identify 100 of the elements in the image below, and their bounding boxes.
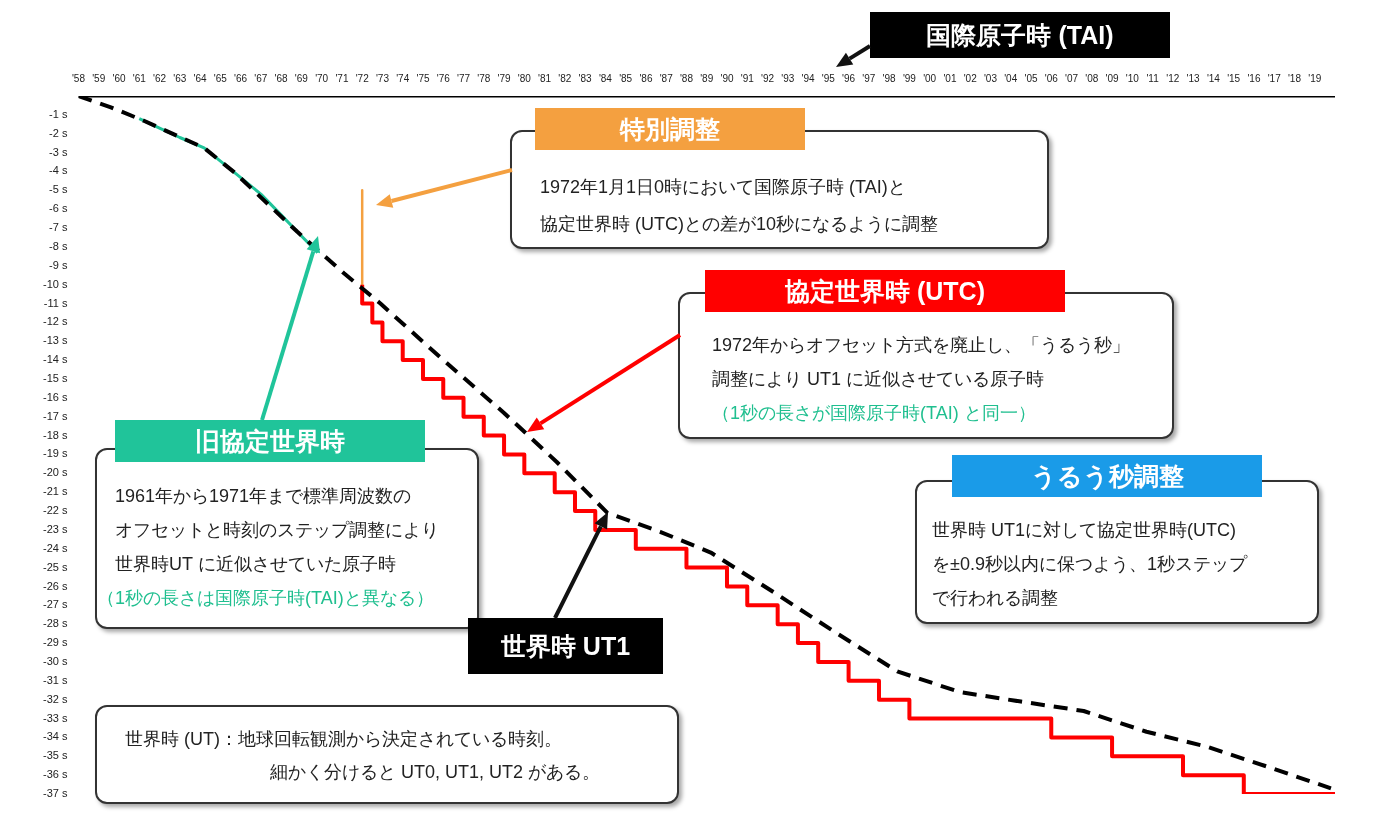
annotation: 世界時 (UT)：地球回転観測から決定されている時刻。 [125, 728, 562, 751]
x-tick-label: '06 [1044, 72, 1059, 84]
y-tick-label: -12 s [42, 315, 68, 328]
x-tick-label: '72 [355, 72, 370, 84]
y-tick-label: -23 s [42, 522, 68, 535]
y-tick-label: -18 s [42, 428, 68, 441]
annotation: 調整により UT1 に近似させている原子時 [712, 368, 1045, 391]
y-tick-label: -10 s [42, 277, 68, 290]
x-tick-label: '90 [720, 72, 734, 84]
x-tick-label: '15 [1227, 72, 1241, 84]
y-tick-label: -15 s [42, 372, 68, 384]
x-tick-label: '00 [923, 72, 937, 84]
y-tick-label: -16 s [42, 390, 68, 403]
x-tick-label: '07 [1065, 72, 1079, 84]
annotation: （1秒の長さは国際原子時(TAI)と異なる） [97, 587, 434, 610]
x-tick-label: '93 [781, 72, 795, 84]
y-tick-label: -3 s [49, 145, 68, 158]
y-tick-label: -7 s [49, 221, 68, 234]
x-tick-label: '02 [963, 72, 978, 84]
y-tick-label: -1 s [49, 107, 68, 120]
y-tick-label: -34 s [42, 730, 68, 743]
x-tick-label: '17 [1267, 72, 1282, 84]
y-tick-label: -35 s [42, 749, 68, 762]
y-tick-label: -4 s [49, 164, 68, 177]
x-tick-label: '66 [234, 72, 248, 84]
x-tick-label: '75 [416, 72, 430, 84]
annotation: 世界時 UT1に対して協定世界時(UTC) [932, 519, 1236, 542]
x-tick-label: '95 [821, 72, 836, 84]
annotation: で行われる調整 [932, 587, 1058, 610]
y-tick-label: -24 s [42, 541, 68, 554]
x-tick-label: '09 [1105, 72, 1120, 84]
annotation: 1961年から1971年まで標準周波数の [115, 485, 412, 508]
y-tick-label: -36 s [42, 768, 68, 781]
y-tick-label: -2 s [49, 126, 68, 139]
annotation: を±0.9秒以内に保つよう、1秒ステップ [932, 553, 1247, 576]
y-tick-label: -28 s [42, 617, 68, 630]
y-tick-label: -33 s [42, 711, 68, 724]
x-tick-label: '79 [497, 72, 512, 84]
y-tick-label: -21 s [42, 485, 68, 498]
y-tick-label: -19 s [42, 447, 68, 460]
x-tick-label: '84 [598, 72, 613, 84]
y-tick-label: -8 s [49, 239, 68, 252]
x-tick-label: '62 [153, 72, 167, 84]
y-tick-label: -5 s [49, 183, 68, 196]
x-tick-label: '98 [882, 72, 897, 84]
y-tick-label: -6 s [49, 202, 68, 215]
annotation: 世界時UT に近似させていた原子時 [115, 553, 396, 576]
x-tick-label: '88 [679, 72, 694, 84]
x-tick-label: '96 [842, 72, 856, 84]
x-tick-label: '68 [274, 72, 289, 84]
x-tick-label: '01 [943, 72, 957, 84]
x-tick-label: '63 [173, 72, 187, 84]
annotation: 1972年1月1日0時において国際原子時 (TAI)と [540, 176, 906, 199]
x-tick-label: '60 [112, 72, 126, 84]
x-tick-label: '03 [983, 72, 998, 84]
x-tick-label: '73 [375, 72, 390, 84]
x-tick-label: '61 [132, 72, 147, 84]
x-tick-label: '12 [1166, 72, 1180, 84]
y-tick-label: -27 s [42, 598, 68, 611]
x-tick-label: '81 [538, 72, 552, 84]
y-tick-label: -9 s [49, 258, 68, 271]
y-tick-label: -30 s [42, 654, 68, 667]
x-tick-label: '05 [1024, 72, 1038, 84]
y-tick-label: -20 s [42, 466, 68, 479]
x-tick-label: '86 [639, 72, 653, 84]
x-tick-label: '94 [801, 72, 816, 84]
x-tick-label: '74 [396, 72, 410, 84]
y-tick-label: -22 s [42, 504, 68, 517]
y-tick-label: -17 s [42, 409, 68, 422]
x-tick-label: '91 [740, 72, 755, 84]
x-tick-label: '80 [517, 72, 532, 84]
x-tick-label: '11 [1146, 72, 1160, 84]
y-tick-label: -11 s [43, 296, 68, 309]
x-tick-label: '65 [213, 72, 228, 84]
y-tick-label: -32 s [42, 692, 68, 705]
x-tick-label: '67 [254, 72, 268, 84]
y-tick-label: -31 s [42, 673, 68, 686]
x-tick-label: '19 [1308, 72, 1322, 84]
x-tick-label: '89 [700, 72, 714, 84]
x-tick-label: '14 [1206, 72, 1221, 84]
annotation: 協定世界時 (UTC)との差が10秒になるように調整 [540, 213, 939, 236]
x-tick-label: '16 [1247, 72, 1261, 84]
x-tick-label: '92 [761, 72, 775, 84]
y-tick-label: -29 s [42, 636, 68, 649]
annotation: （1秒の長さが国際原子時(TAI) と同一） [712, 402, 1036, 425]
x-tick-label: '71 [335, 72, 349, 84]
x-tick-label: '87 [659, 72, 674, 84]
x-tick-label: '64 [193, 72, 207, 84]
y-tick-label: -13 s [42, 334, 68, 347]
y-tick-label: -25 s [42, 560, 68, 573]
x-tick-label: '83 [578, 72, 593, 84]
annotation: オフセットと時刻のステップ調整により [115, 519, 439, 542]
y-tick-label: -14 s [42, 353, 68, 366]
x-tick-label: '13 [1186, 72, 1201, 84]
x-tick-label: '99 [902, 72, 917, 84]
x-tick-label: '82 [558, 72, 572, 84]
x-tick-label: '76 [436, 72, 451, 84]
x-tick-label: '69 [294, 72, 309, 84]
x-tick-label: '18 [1287, 72, 1302, 84]
annotation: 1972年からオフセット方式を廃止し、「うるう秒」 [712, 334, 1131, 357]
